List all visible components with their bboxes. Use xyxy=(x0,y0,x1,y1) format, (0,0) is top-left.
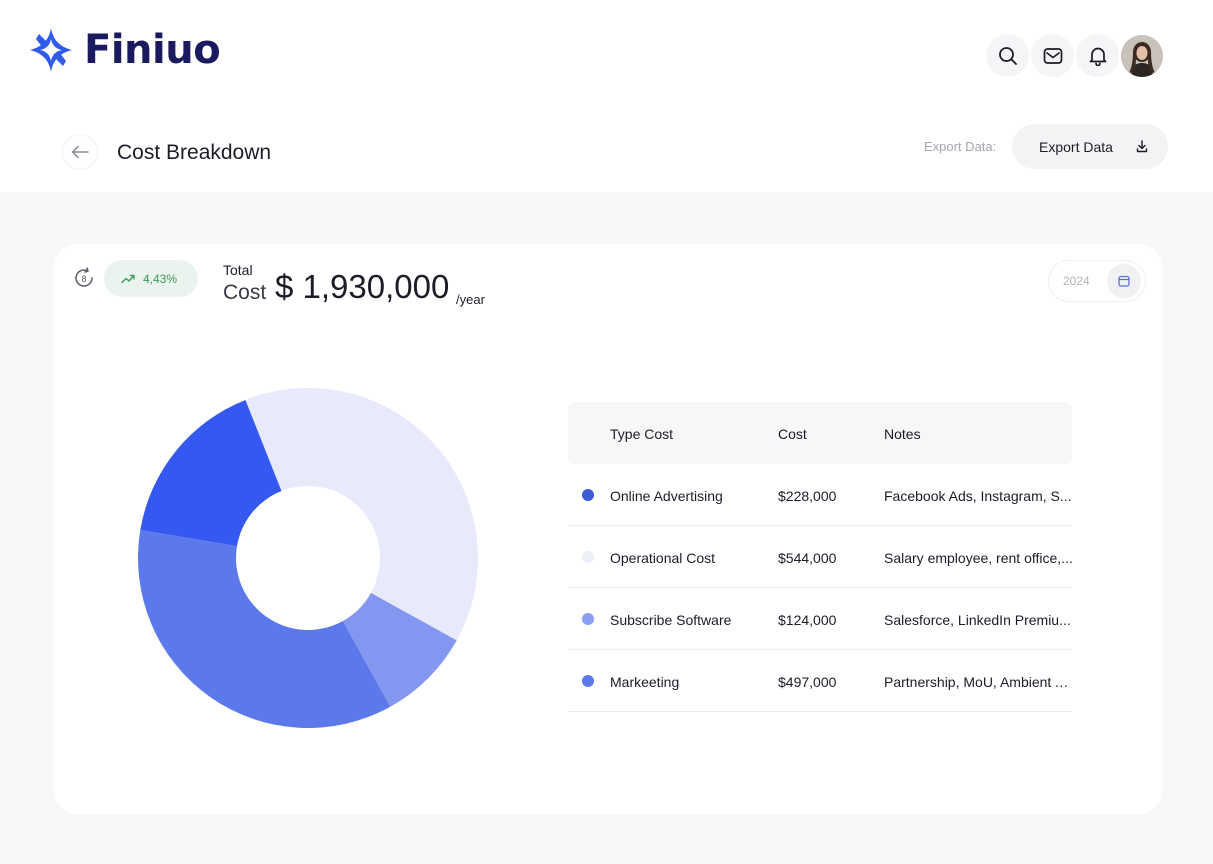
year-value: 2024 xyxy=(1063,274,1090,288)
back-button[interactable] xyxy=(62,134,98,170)
bell-icon xyxy=(1089,47,1106,66)
col-cost: Cost xyxy=(778,426,807,442)
refresh-icon[interactable]: 8 xyxy=(72,266,96,290)
table-header: Type Cost Cost Notes xyxy=(568,402,1072,464)
table-row[interactable]: Subscribe Software $124,000 Salesforce, … xyxy=(568,588,1072,650)
mail-icon xyxy=(1043,47,1062,64)
legend-dot xyxy=(582,489,594,501)
cost-table: Type Cost Cost Notes Online Advertising … xyxy=(568,402,1074,712)
type-cell: Online Advertising xyxy=(610,488,723,504)
notes-cell: Salesforce, LinkedIn Premiu... xyxy=(884,612,1071,628)
avatar-image xyxy=(1121,34,1163,77)
legend-dot xyxy=(582,551,594,563)
notes-cell: Facebook Ads, Instagram, S... xyxy=(884,488,1072,504)
logo-mark-icon xyxy=(30,28,72,72)
cost-donut-chart xyxy=(137,388,478,728)
donut-slice-operational-cost[interactable] xyxy=(245,388,478,641)
total-label: Total xyxy=(223,262,253,278)
arrow-left-icon xyxy=(71,145,89,159)
year-picker[interactable]: 2024 xyxy=(1048,260,1146,302)
page-header: Cost Breakdown Export Data: Export Data xyxy=(0,110,1213,192)
trending-up-icon xyxy=(121,274,135,283)
type-cell: Operational Cost xyxy=(610,550,716,566)
search-button[interactable] xyxy=(986,34,1029,77)
donut-slice-markeeting[interactable] xyxy=(137,530,391,728)
legend-dot xyxy=(582,613,594,625)
header-actions xyxy=(986,34,1163,77)
col-notes: Notes xyxy=(884,426,921,442)
top-bar: Finiuo xyxy=(0,0,1213,110)
table-row[interactable]: Markeeting $497,000 Partnership, MoU, Am… xyxy=(568,650,1074,712)
period-label: /year xyxy=(456,292,485,307)
page-title: Cost Breakdown xyxy=(117,141,272,164)
cost-cell: $124,000 xyxy=(778,612,837,628)
search-icon xyxy=(998,46,1017,65)
type-cell: Subscribe Software xyxy=(610,612,732,628)
trend-value: 4,43% xyxy=(143,271,178,286)
notes-cell: Salary employee, rent office,... xyxy=(884,550,1073,566)
export-data-button[interactable]: Export Data xyxy=(1012,124,1168,169)
user-avatar[interactable] xyxy=(1121,34,1163,77)
cost-cell: $228,000 xyxy=(778,488,837,504)
type-cell: Markeeting xyxy=(610,674,680,690)
svg-text:8: 8 xyxy=(81,274,86,284)
donut-slice-subscribe-software[interactable] xyxy=(342,592,457,707)
cost-cell: $497,000 xyxy=(778,674,837,690)
trend-badge: 4,43% xyxy=(104,260,198,297)
table-row[interactable]: Operational Cost $544,000 Salary employe… xyxy=(568,526,1073,588)
download-icon xyxy=(1136,140,1148,153)
table-row[interactable]: Online Advertising $228,000 Facebook Ads… xyxy=(568,464,1072,526)
brand-name: Finiuo xyxy=(84,27,221,73)
col-type-cost: Type Cost xyxy=(610,426,674,442)
notifications-button[interactable] xyxy=(1076,34,1119,77)
calendar-icon xyxy=(1118,275,1130,287)
mail-button[interactable] xyxy=(1031,34,1074,77)
notes-cell: Partnership, MoU, Ambient A... xyxy=(884,674,1074,690)
export-label: Export Data: xyxy=(924,139,997,154)
cost-breakdown-card: 8 4,43% Total Cost $ 1,930,000 /year 202… xyxy=(54,244,1162,814)
donut-slice-online-advertising[interactable] xyxy=(140,399,282,547)
cost-cell: $544,000 xyxy=(778,550,837,566)
cost-label: Cost xyxy=(223,281,267,304)
brand-logo[interactable]: Finiuo xyxy=(28,26,221,74)
export-button-label: Export Data xyxy=(1039,138,1113,155)
legend-dot xyxy=(582,675,594,687)
total-amount: $ 1,930,000 xyxy=(275,268,450,305)
calendar-button[interactable] xyxy=(1107,264,1141,298)
